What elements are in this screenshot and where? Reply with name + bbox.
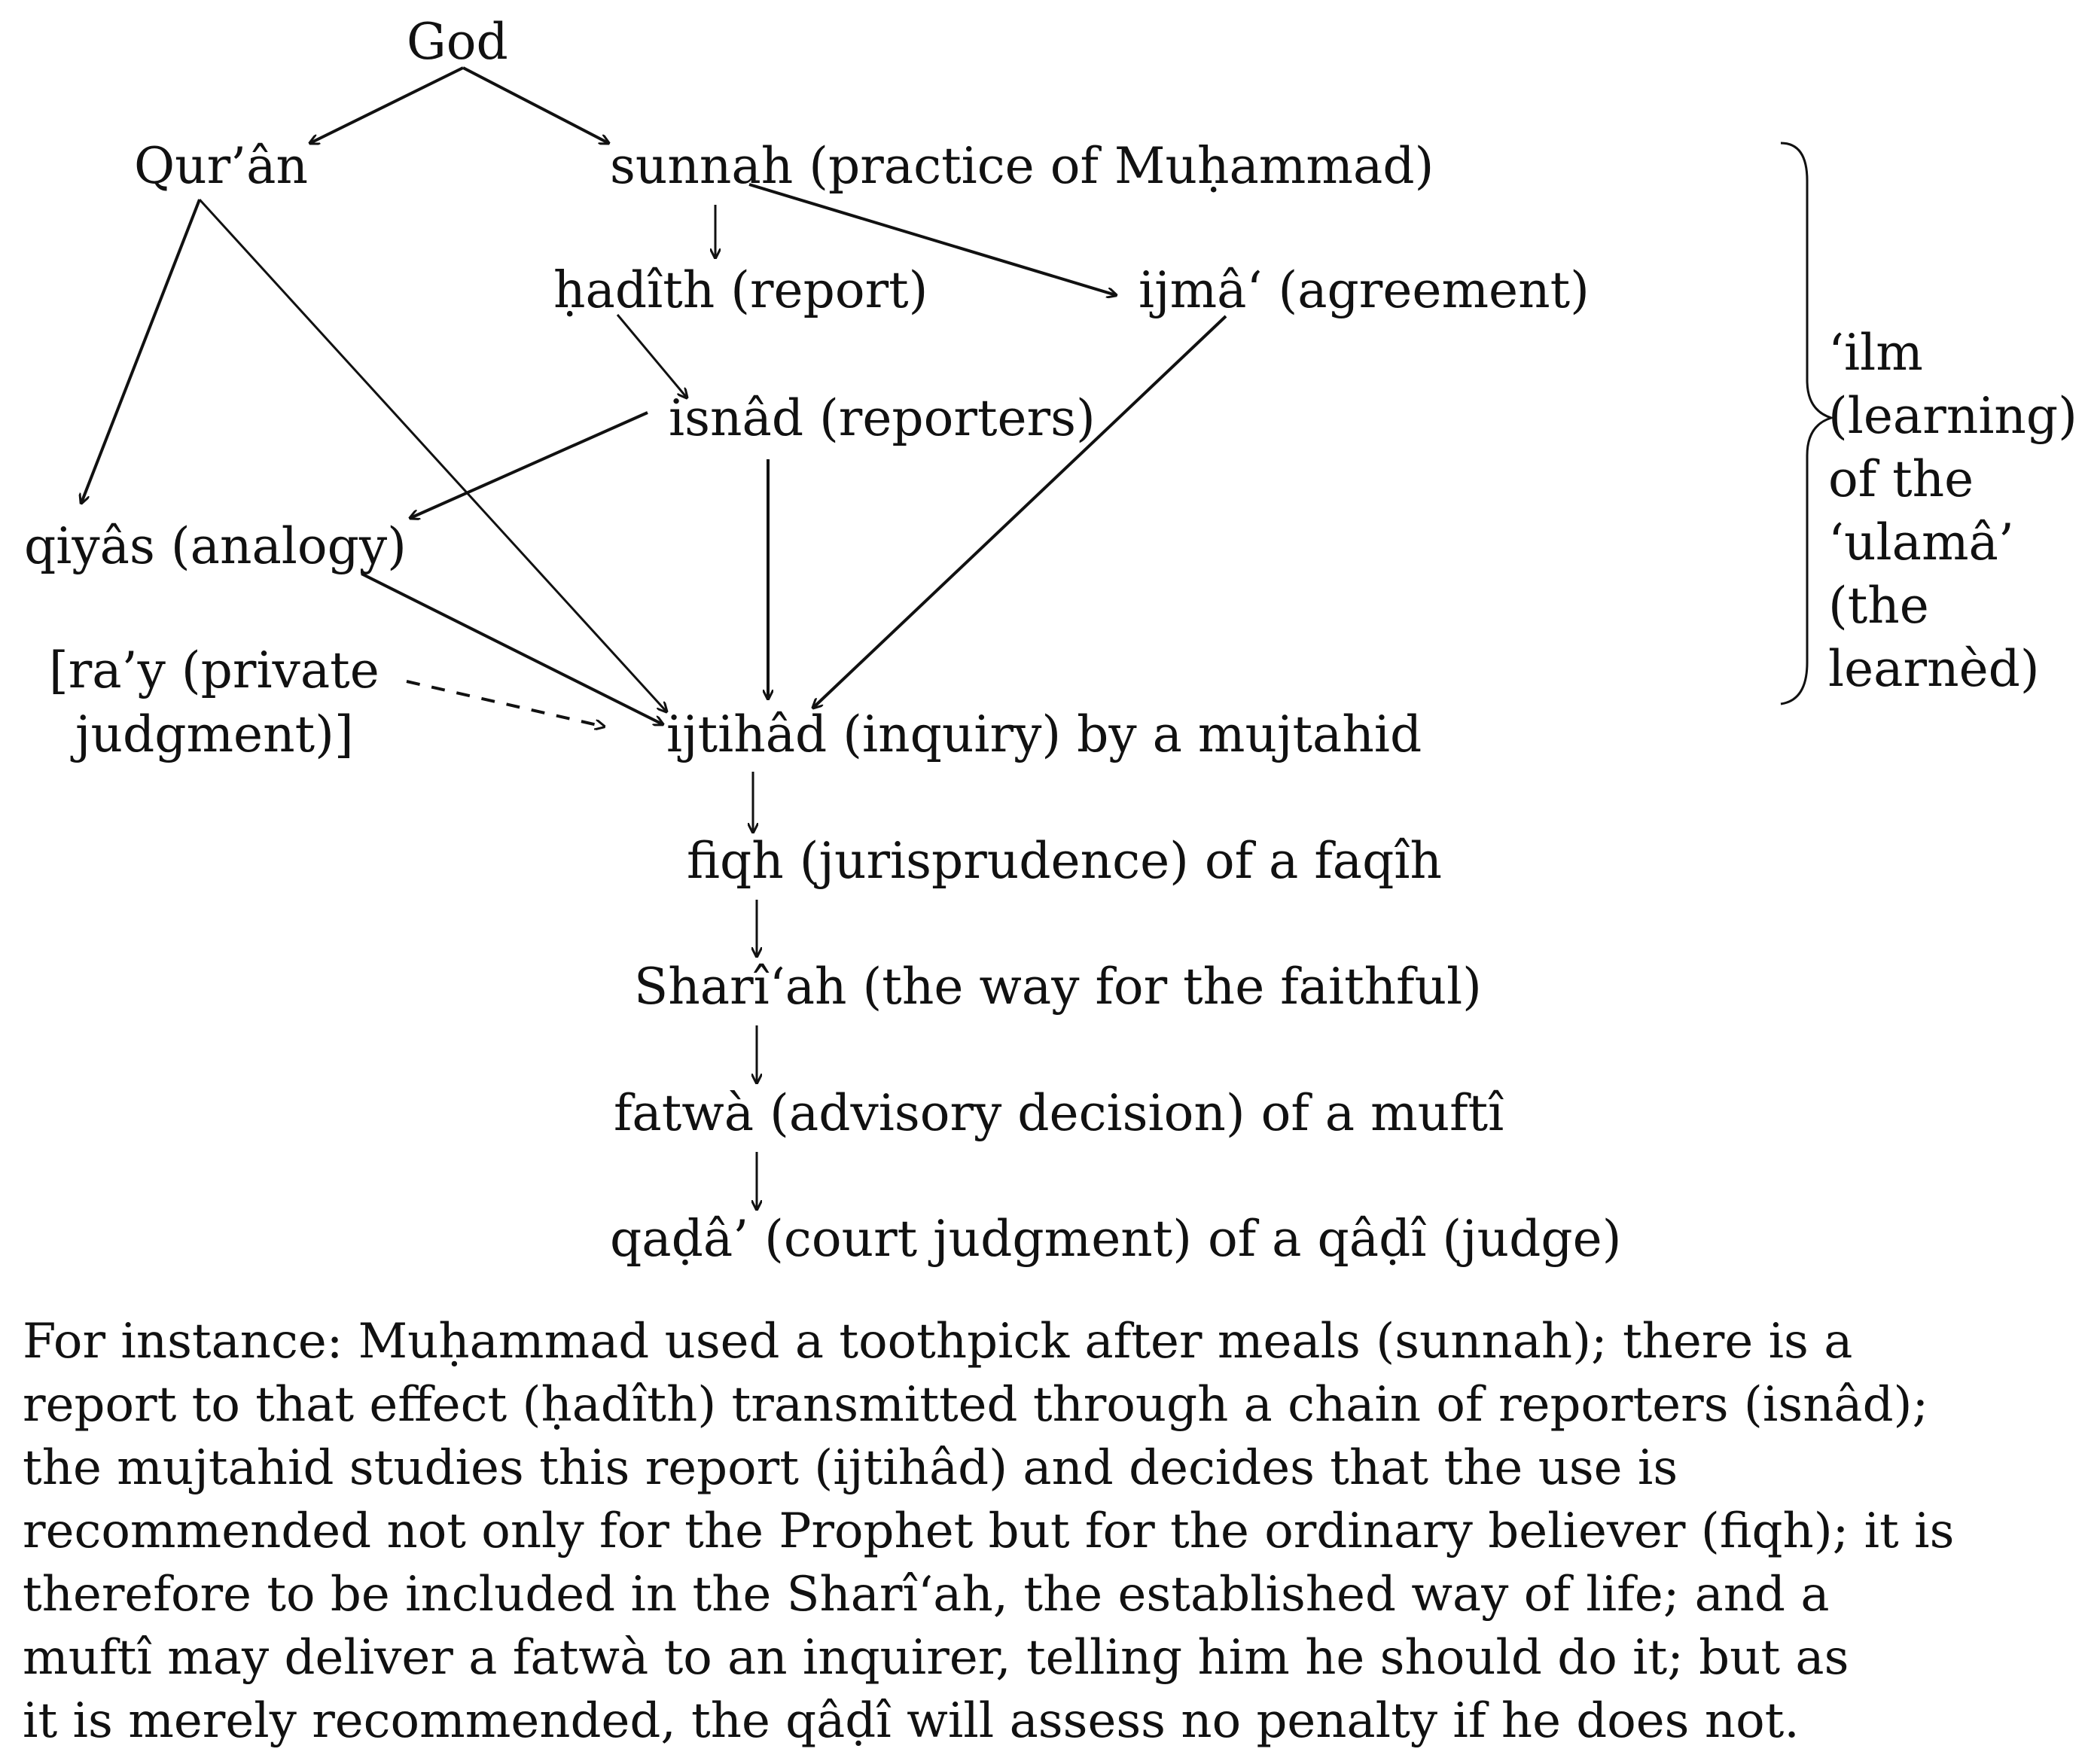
node-qada: qaḍâ’ (court judgment) of a qâḍî (judge) (610, 1210, 1622, 1268)
law-derivation-diagram: God Qur’ân sunnah (practice of Muḥammad)… (0, 13, 2077, 1295)
diagram-edges (0, 66, 1836, 1295)
node-quran: Qur’ân (134, 137, 308, 195)
edge-ijma-ijtihad (813, 315, 1227, 708)
caption-line: For instance: Muḥammad used a toothpick … (23, 1314, 1853, 1369)
caption-line: recommended not only for the Prophet but… (23, 1504, 1955, 1559)
node-ray-line1: [ra’y (private (49, 641, 379, 699)
edge-qiyas-ijtihad (361, 572, 663, 724)
bracket-label-line2: (learning) (1828, 387, 2077, 445)
ilm-bracket (1780, 142, 1836, 705)
caption-line: the mujtahid studies this report (ijtihâ… (23, 1440, 1678, 1496)
node-ray-line2: judgment)] (75, 705, 354, 763)
bracket-label-line4: ‘ulamâ’ (1828, 513, 2014, 571)
caption-line: report to that effect (ḥadîth) transmitt… (23, 1377, 1929, 1433)
bracket-label-line5: (the (1828, 577, 1929, 635)
caption-line: muftî may deliver a fatwà to an inquirer… (23, 1630, 1849, 1686)
edge-hadith-isnad (616, 314, 687, 398)
node-fatwa: fatwà (advisory decision) of a muftî (614, 1084, 1504, 1142)
node-ijma: ijmâ‘ (agreement) (1138, 261, 1590, 319)
edge-quran-ijtihad (198, 198, 666, 711)
node-shariah: Sharî‘ah (the way for the faithful) (634, 958, 1482, 1016)
edge-sunnah-ijma (748, 183, 1116, 295)
bracket-label-line6: learnèd) (1828, 640, 2040, 698)
caption-line: it is merely recommended, the qâḍî will … (23, 1693, 1800, 1749)
edge-quran-qiyas (81, 199, 201, 503)
node-isnad: isnâd (reporters) (669, 389, 1096, 447)
node-hadith: ḥadîth (report) (553, 261, 928, 319)
node-sunnah: sunnah (practice of Muḥammad) (610, 137, 1434, 195)
caption-line: therefore to be included in the Sharî‘ah… (23, 1567, 1830, 1622)
edge-god-quran (310, 66, 464, 143)
bracket-label-line1: ‘ilm (1828, 324, 1923, 382)
edge-god-sunnah (462, 66, 608, 143)
edge-ray-ijtihad (406, 680, 604, 727)
example-caption: For instance: Muḥammad used a toothpick … (23, 1310, 2071, 1753)
node-qiyas: qiyâs (analogy) (24, 517, 407, 575)
edge-isnad-qiyas (410, 411, 648, 518)
bracket-label-line3: of the (1828, 450, 1974, 508)
node-ijtihad: ijtihâd (inquiry) by a mujtahid (666, 705, 1422, 763)
node-god: God (407, 13, 508, 71)
node-fiqh: fiqh (jurisprudence) of a faqîh (687, 832, 1442, 890)
